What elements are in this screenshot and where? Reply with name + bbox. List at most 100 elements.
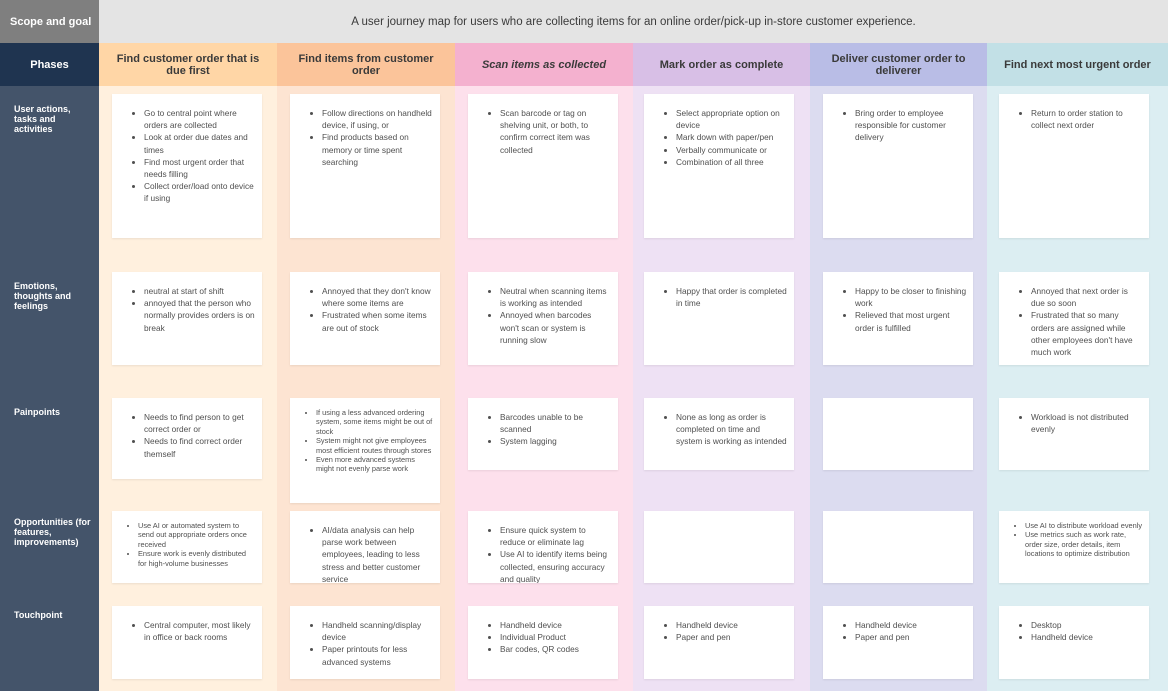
card-bullet-list: Use AI to distribute workload evenlyUse … <box>999 511 1149 559</box>
card-bullet-item: Barcodes unable to be scanned <box>500 411 612 435</box>
card-bullet-item: Find products based on memory or time sp… <box>322 131 434 168</box>
phase-header-6: Find next most urgent order <box>987 43 1168 86</box>
card-bullet-item: Collect order/load onto device if using <box>144 180 256 204</box>
phase-header-5: Deliver customer order to deliverer <box>810 43 987 86</box>
card-bullet-item: Needs to find person to get correct orde… <box>144 411 256 435</box>
scope-and-goal-label: Scope and goal <box>0 0 99 43</box>
card-bullet-item: Ensure work is evenly distributed for hi… <box>138 549 256 568</box>
card-emotions-phase-4: Happy that order is completed in time <box>644 272 794 365</box>
card-bullet-item: Even more advanced systems might not eve… <box>316 455 434 474</box>
card-bullet-item: Paper and pen <box>676 631 788 643</box>
card-bullet-item: If using a less advanced ordering system… <box>316 408 434 436</box>
card-painpoints-phase-6: Workload is not distributed evenly <box>999 398 1149 470</box>
card-bullet-item: Use AI to distribute workload evenly <box>1025 521 1143 530</box>
row-label-painpoints: Painpoints <box>14 407 61 417</box>
phase-header-4: Mark order as complete <box>633 43 810 86</box>
card-bullet-item: Handheld scanning/display device <box>322 619 434 643</box>
card-bullet-item: Combination of all three <box>676 156 788 168</box>
card-opportunities-phase-2: AI/data analysis can help parse work bet… <box>290 511 440 583</box>
card-bullet-item: Use AI or automated system to send out a… <box>138 521 256 549</box>
card-bullet-item: Annoyed that they don't know where some … <box>322 285 434 309</box>
card-bullet-item: Workload is not distributed evenly <box>1031 411 1143 435</box>
card-bullet-list: Bring order to employee responsible for … <box>823 94 973 144</box>
card-user-actions-phase-4: Select appropriate option on deviceMark … <box>644 94 794 238</box>
card-bullet-item: Annoyed when barcodes won't scan or syst… <box>500 309 612 346</box>
card-emotions-phase-6: Annoyed that next order is due so soonFr… <box>999 272 1149 365</box>
card-bullet-list: Handheld deviceIndividual ProductBar cod… <box>468 606 618 656</box>
card-bullet-item: Relieved that most urgent order is fulfi… <box>855 309 967 333</box>
card-bullet-item: Frustrated that so many orders are assig… <box>1031 309 1143 358</box>
card-bullet-list: Needs to find person to get correct orde… <box>112 398 262 460</box>
card-bullet-item: Ensure quick system to reduce or elimina… <box>500 524 612 548</box>
card-bullet-item: Happy to be closer to finishing work <box>855 285 967 309</box>
card-opportunities-phase-3: Ensure quick system to reduce or elimina… <box>468 511 618 583</box>
card-user-actions-phase-1: Go to central point where orders are col… <box>112 94 262 238</box>
card-emotions-phase-2: Annoyed that they don't know where some … <box>290 272 440 365</box>
card-bullet-list: Scan barcode or tag on shelving unit, or… <box>468 94 618 156</box>
card-bullet-item: Handheld device <box>1031 631 1143 643</box>
card-painpoints-phase-2: If using a less advanced ordering system… <box>290 398 440 503</box>
card-touchpoint-phase-5: Handheld devicePaper and pen <box>823 606 973 679</box>
card-bullet-list <box>823 511 973 524</box>
card-bullet-list: Barcodes unable to be scannedSystem lagg… <box>468 398 618 448</box>
card-bullet-item: Mark down with paper/pen <box>676 131 788 143</box>
phase-header-1: Find customer order that is due first <box>99 43 277 86</box>
card-opportunities-phase-1: Use AI or automated system to send out a… <box>112 511 262 583</box>
card-bullet-item: Use AI to identify items being collected… <box>500 548 612 583</box>
card-painpoints-phase-3: Barcodes unable to be scannedSystem lagg… <box>468 398 618 470</box>
card-bullet-item: neutral at start of shift <box>144 285 256 297</box>
card-touchpoint-phase-1: Central computer, most likely in office … <box>112 606 262 679</box>
card-bullet-item: Handheld device <box>500 619 612 631</box>
card-bullet-item: Paper printouts for less advanced system… <box>322 643 434 667</box>
card-bullet-list: neutral at start of shiftannoyed that th… <box>112 272 262 334</box>
card-bullet-item: Handheld device <box>676 619 788 631</box>
card-touchpoint-phase-3: Handheld deviceIndividual ProductBar cod… <box>468 606 618 679</box>
card-touchpoint-phase-4: Handheld devicePaper and pen <box>644 606 794 679</box>
card-bullet-item: Scan barcode or tag on shelving unit, or… <box>500 107 612 156</box>
card-bullet-list: Return to order station to collect next … <box>999 94 1149 131</box>
card-bullet-list: Follow directions on handheld device, if… <box>290 94 440 168</box>
card-painpoints-phase-5 <box>823 398 973 470</box>
card-user-actions-phase-5: Bring order to employee responsible for … <box>823 94 973 238</box>
card-bullet-item: None as long as order is completed on ti… <box>676 411 788 448</box>
card-touchpoint-phase-6: DesktopHandheld device <box>999 606 1149 679</box>
card-bullet-item: Paper and pen <box>855 631 967 643</box>
card-bullet-list: Select appropriate option on deviceMark … <box>644 94 794 168</box>
card-bullet-item: Individual Product <box>500 631 612 643</box>
card-bullet-item: Find most urgent order that needs fillin… <box>144 156 256 180</box>
card-bullet-list: AI/data analysis can help parse work bet… <box>290 511 440 583</box>
card-bullet-item: AI/data analysis can help parse work bet… <box>322 524 434 583</box>
card-bullet-item: annoyed that the person who normally pro… <box>144 297 256 334</box>
card-bullet-list: Annoyed that next order is due so soonFr… <box>999 272 1149 358</box>
row-label-user-actions: User actions, tasks and activities <box>14 104 71 134</box>
card-bullet-item: Happy that order is completed in time <box>676 285 788 309</box>
card-bullet-list: Happy to be closer to finishing workReli… <box>823 272 973 334</box>
card-bullet-item: Follow directions on handheld device, if… <box>322 107 434 131</box>
card-user-actions-phase-3: Scan barcode or tag on shelving unit, or… <box>468 94 618 238</box>
card-user-actions-phase-6: Return to order station to collect next … <box>999 94 1149 238</box>
card-bullet-list: Central computer, most likely in office … <box>112 606 262 643</box>
card-bullet-list: Annoyed that they don't know where some … <box>290 272 440 334</box>
card-bullet-list: Happy that order is completed in time <box>644 272 794 309</box>
phase-header-2: Find items from customer order <box>277 43 455 86</box>
row-label-touchpoint: Touchpoint <box>14 610 63 620</box>
card-bullet-item: Frustrated when some items are out of st… <box>322 309 434 333</box>
card-bullet-item: System might not give employees most eff… <box>316 436 434 455</box>
card-bullet-item: Return to order station to collect next … <box>1031 107 1143 131</box>
card-bullet-list: Go to central point where orders are col… <box>112 94 262 205</box>
card-emotions-phase-3: Neutral when scanning items is working a… <box>468 272 618 365</box>
row-label-opportunities: Opportunities (for features, improvement… <box>14 517 91 547</box>
card-painpoints-phase-4: None as long as order is completed on ti… <box>644 398 794 470</box>
card-bullet-item: Central computer, most likely in office … <box>144 619 256 643</box>
card-bullet-item: Use metrics such as work rate, order siz… <box>1025 530 1143 558</box>
card-bullet-item: Neutral when scanning items is working a… <box>500 285 612 309</box>
card-touchpoint-phase-2: Handheld scanning/display devicePaper pr… <box>290 606 440 679</box>
card-emotions-phase-5: Happy to be closer to finishing workReli… <box>823 272 973 365</box>
row-header-column <box>0 43 99 691</box>
card-opportunities-phase-5 <box>823 511 973 583</box>
card-bullet-item: Desktop <box>1031 619 1143 631</box>
scope-and-goal-text: A user journey map for users who are col… <box>99 0 1168 43</box>
card-bullet-list: None as long as order is completed on ti… <box>644 398 794 448</box>
card-bullet-list: Neutral when scanning items is working a… <box>468 272 618 346</box>
card-bullet-item: Look at order due dates and times <box>144 131 256 155</box>
